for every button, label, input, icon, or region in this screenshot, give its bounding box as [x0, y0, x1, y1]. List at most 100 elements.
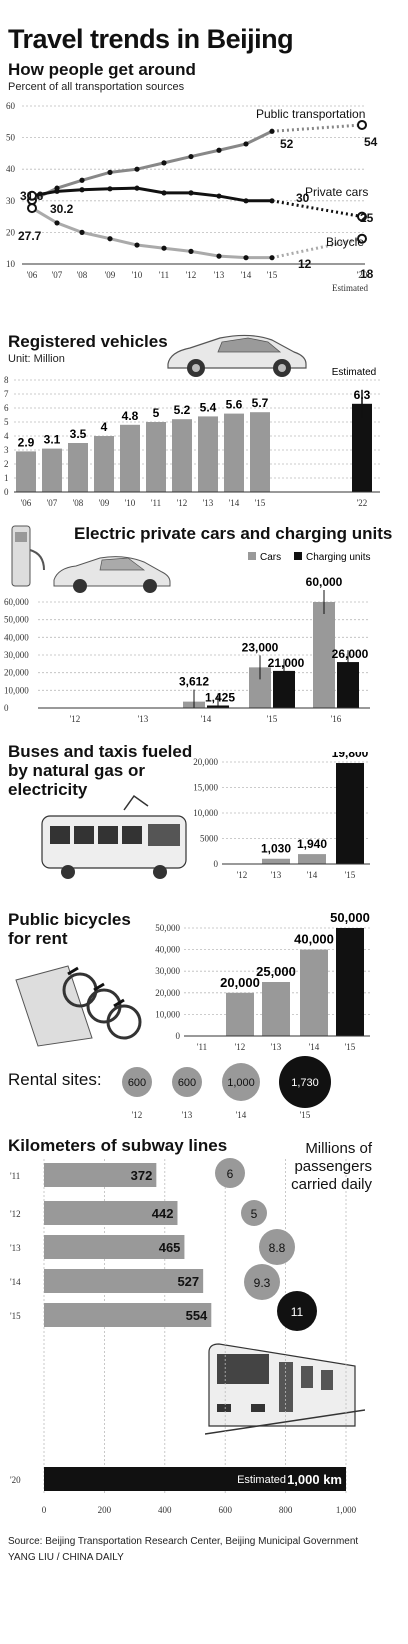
estimated-label: Estimated [332, 367, 376, 378]
data-point [79, 229, 85, 235]
x-tick-label: '13 [271, 870, 282, 880]
passenger-value: 6 [227, 1167, 234, 1181]
rental-site-year: '13 [182, 1110, 193, 1120]
x-tick-label: '11 [151, 498, 161, 508]
rental-site-circle [122, 1067, 152, 1097]
data-point-marker [27, 190, 37, 201]
x-tick-label: '11 [197, 1042, 207, 1052]
bar-value-label: 1,030 [261, 842, 291, 856]
x-tick-label: '13 [203, 498, 214, 508]
data-point [216, 147, 222, 153]
rental-site-value: 1,000 [227, 1077, 255, 1089]
bar-charging-units [273, 670, 295, 708]
y-tick-label: 40,000 [155, 945, 180, 955]
bar [226, 992, 254, 1036]
bar-value-label: 3.1 [44, 433, 61, 447]
electric-chart-title: Electric private cars and charging units [74, 524, 393, 543]
y-tick-label: 10,000 [193, 808, 218, 818]
passenger-value: 8.8 [269, 1241, 286, 1255]
passenger-circle [215, 1158, 245, 1188]
data-label: 25 [360, 211, 374, 225]
passenger-value: 5 [251, 1207, 258, 1221]
bar-value-label: 19,800 [332, 752, 369, 760]
legend-swatch-charging [294, 552, 302, 560]
series-name-label: Public transportation [256, 107, 365, 121]
series-name-label: Bicycle [326, 235, 364, 249]
x-tick-label: '16 [331, 714, 342, 724]
bar-value-label: 1,940 [297, 837, 327, 851]
y-tick-label: 10 [6, 259, 16, 269]
data-point [161, 160, 167, 166]
y-tick-label: 7 [4, 389, 9, 399]
line-chart: 10 20 30 40 50 60 '06 '07 '08 '09 '10 '11 '12 '13 '14 '… [6, 101, 378, 293]
y-tick-label: 0 [214, 859, 219, 869]
data-point [188, 248, 194, 254]
y-tick-label: 30 [6, 196, 16, 206]
x-tick-label: '15 [267, 714, 278, 724]
data-point [107, 236, 113, 242]
series-line-estimate [271, 123, 363, 133]
y-tick-label: 50,000 [4, 615, 29, 625]
bar-value-label: 50,000 [330, 910, 370, 925]
bicycles-chart-title: Public bicycles for rent [8, 910, 131, 948]
y-tick-label: 10,000 [155, 1009, 180, 1019]
data-point [54, 188, 60, 194]
y-tick-label: 8 [4, 375, 9, 385]
x-tick-label: '08 [77, 270, 88, 280]
x-tick-label: '13 [271, 1042, 282, 1052]
data-point [269, 128, 275, 134]
x-tick-label: '11 [159, 270, 169, 280]
bar-value-label: 25,000 [256, 964, 296, 979]
x-tick-label: '15 [345, 1042, 356, 1052]
bar [42, 448, 62, 492]
bar-value-label: 465 [159, 1240, 181, 1255]
bar [352, 403, 372, 492]
bar [44, 1269, 204, 1293]
x-tick-label: '15 [255, 498, 266, 508]
bar-value-label: 5.4 [200, 400, 217, 414]
bar [44, 1303, 212, 1327]
x-tick-label: '15 [345, 870, 356, 880]
data-point [269, 255, 275, 261]
data-point [79, 187, 85, 193]
y-tick-label: 20,000 [193, 757, 218, 767]
data-point [134, 166, 140, 172]
bar-cars [249, 667, 271, 708]
rental-site-year: '14 [236, 1110, 247, 1120]
bar [44, 1235, 185, 1259]
data-point [188, 190, 194, 196]
bar-value-label: 4.8 [122, 409, 139, 423]
bar-value-label: 40,000 [294, 932, 334, 947]
passenger-value: 11 [291, 1305, 304, 1319]
x-tick-label: '14 [309, 1042, 320, 1052]
x-tick-label: '10 [132, 270, 143, 280]
bar-value-label: 527 [177, 1274, 199, 1289]
y-tick-label: 6 [4, 403, 9, 413]
data-label: 12 [298, 257, 312, 271]
x-tick-label: '12 [70, 714, 81, 724]
rental-site-circle [222, 1063, 260, 1101]
bar-value-label: 26,000 [332, 647, 369, 661]
data-point [188, 153, 194, 160]
x-tick-label: '06 [27, 270, 38, 280]
rental-site-year: '15 [300, 1110, 311, 1120]
y-tick-label: 5000 [200, 834, 219, 844]
vehicles-chart-title: Registered vehicles [8, 332, 168, 351]
y-tick-label: 30,000 [4, 650, 29, 660]
x-tick-label: 0 [42, 1505, 47, 1515]
passengers-title-line-3: carried daily [291, 1176, 372, 1193]
bar [300, 949, 328, 1036]
data-point-marker [357, 233, 367, 244]
bar [262, 982, 290, 1036]
bicycles-title-line-1: Public bicycles [8, 910, 131, 929]
series-line-private-cars [31, 186, 272, 203]
x-tick-label: '20 [357, 270, 368, 280]
bar [172, 419, 192, 492]
line-chart-subtitle: Percent of all transportation sources [8, 81, 185, 93]
data-label: 18 [360, 267, 374, 281]
data-label: 54 [364, 135, 378, 149]
data-point [216, 253, 222, 259]
x-tick-label: '22 [357, 498, 368, 508]
rental-site-circle [172, 1067, 202, 1097]
rental-site-year: '12 [132, 1110, 143, 1120]
